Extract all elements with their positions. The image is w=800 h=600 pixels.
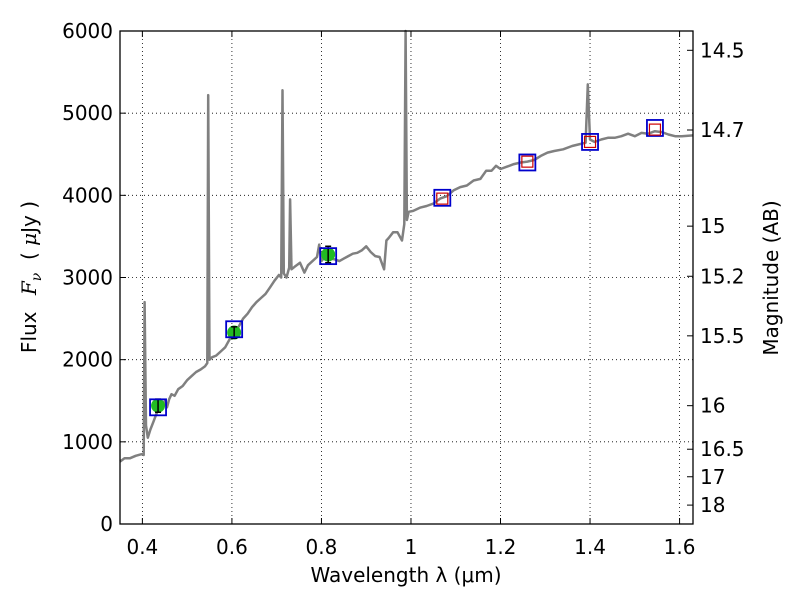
x-tick-label: 1.2	[485, 535, 517, 559]
observed-square-marker	[521, 155, 534, 168]
y-axis-title-mu: μ	[17, 233, 41, 246]
y-tick-label: 2000	[62, 348, 113, 372]
y-tick-label: 0	[100, 512, 113, 536]
y-tick-label: 6000	[62, 19, 113, 43]
y2-tick-label: 15	[700, 214, 725, 238]
y-tick-label: 5000	[62, 101, 113, 125]
model-square-marker	[518, 153, 537, 172]
model-square-marker	[225, 320, 244, 339]
observed-square-marker	[436, 192, 449, 205]
model-square-marker	[581, 133, 599, 151]
y2-tick-label: 14.5	[700, 38, 745, 62]
y-tick-label: 3000	[62, 266, 113, 290]
model-square-marker	[319, 247, 338, 266]
observed-square-marker	[583, 135, 597, 149]
y2-tick-label: 14.7	[700, 118, 745, 142]
model-square-marker	[433, 188, 452, 207]
y-axis-title-flux: Flux	[17, 311, 41, 353]
y2-tick-label: 16	[700, 394, 725, 418]
x-tick-label: 1	[405, 535, 418, 559]
y-tick-label: 4000	[62, 183, 113, 207]
x-tick-label: 0.4	[126, 535, 158, 559]
x-tick-label: 0.6	[216, 535, 248, 559]
y2-tick-label: 15.5	[700, 324, 745, 348]
x-tick-label: 0.8	[306, 535, 338, 559]
tick-layer: 0.4 0.6 0.8 1 1.2 1.4 1.6 0 1000 2000 3000 4000 5000…	[62, 19, 744, 559]
y2-tick-label: 18	[700, 493, 725, 517]
y-axis-title: Flux Fν ( μJy )	[17, 201, 45, 353]
y-axis-title-nu: ν	[29, 272, 45, 281]
model-square-marker	[149, 398, 167, 417]
model-square-marker	[646, 119, 664, 137]
y2-tick-label: 16.5	[700, 437, 745, 461]
y-tick-label: 1000	[62, 430, 113, 454]
y-axis-title-unit: Jy )	[17, 201, 41, 235]
y2-axis-title: Magnitude (AB)	[759, 200, 783, 355]
x-tick-label: 1.6	[664, 535, 696, 559]
x-axis-title: Wavelength λ (μm)	[310, 563, 501, 587]
y-axis-title-f: F	[17, 280, 41, 296]
x-tick-label: 1.4	[574, 535, 606, 559]
markers-layer	[149, 119, 664, 417]
observed-square-marker	[648, 123, 662, 136]
y-axis-title-mid: (	[17, 246, 41, 273]
spectrum-line	[119, 29, 694, 463]
y2-tick-label: 17	[700, 465, 725, 489]
y2-tick-label: 15.2	[700, 264, 745, 288]
series-layer	[119, 29, 694, 463]
